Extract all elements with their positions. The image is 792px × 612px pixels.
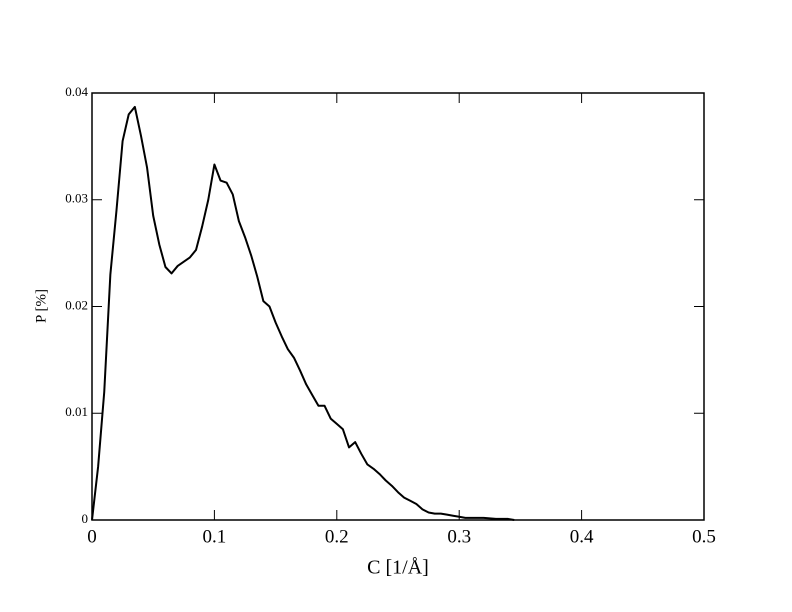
y-tick-label: 0.04	[65, 84, 88, 99]
x-axis-label: C [1/Å]	[367, 557, 429, 579]
x-tick-label: 0	[87, 526, 97, 547]
x-tick-label: 0.3	[447, 526, 471, 547]
data-line	[91, 105, 515, 521]
x-tick-label: 0.4	[570, 526, 594, 547]
x-tick-label: 0.1	[203, 526, 227, 547]
x-tick-label: 0.5	[692, 526, 716, 547]
y-axis-label: P [%]	[33, 289, 49, 323]
plot-frame	[91, 92, 705, 521]
y-tick-label: 0.03	[65, 191, 88, 206]
y-tick-label: 0	[82, 511, 89, 526]
y-tick-label: 0.01	[65, 404, 88, 419]
x-tick-label: 0.2	[325, 526, 349, 547]
y-tick-label: 0.02	[65, 297, 88, 312]
